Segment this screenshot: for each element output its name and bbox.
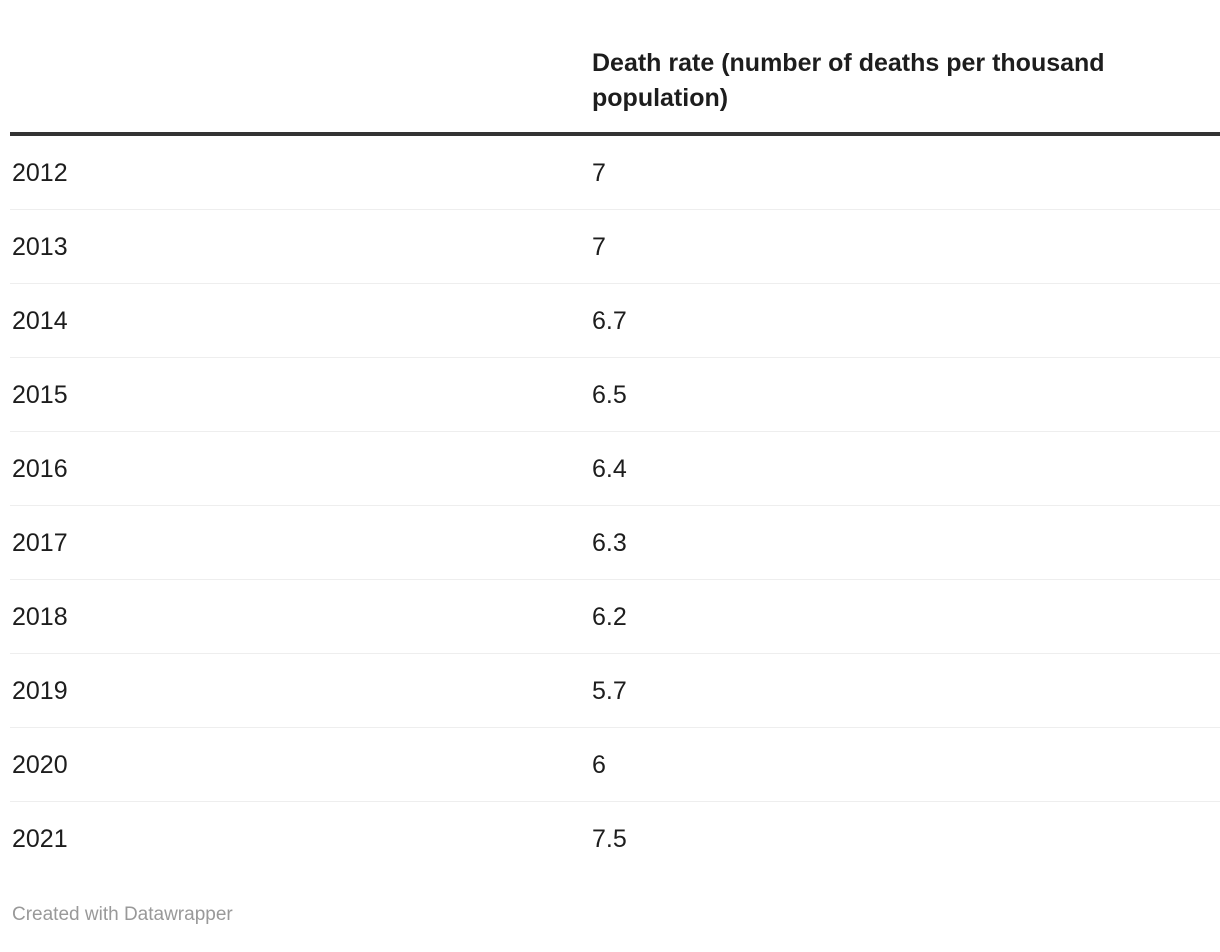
- value-cell: 7: [590, 209, 1220, 284]
- datawrapper-credit-link[interactable]: Created with Datawrapper: [12, 904, 233, 925]
- year-cell: 2017: [10, 505, 590, 580]
- table-row: 2012 7: [10, 134, 1220, 210]
- table-row: 2014 6.7: [10, 283, 1220, 358]
- header-year-column: [10, 10, 590, 136]
- table-row: 2018 6.2: [10, 579, 1220, 654]
- value-cell: 6.4: [590, 431, 1220, 506]
- table-row: 2017 6.3: [10, 505, 1220, 580]
- death-rate-table: Death rate (number of deaths per thousan…: [10, 10, 1220, 875]
- table-row: 2013 7: [10, 209, 1220, 284]
- value-cell: 7: [590, 134, 1220, 210]
- year-cell: 2015: [10, 357, 590, 432]
- table-body: 2012 7 2013 7 2014 6.7 2015 6.5 2016 6.4…: [10, 134, 1220, 875]
- table-row: 2016 6.4: [10, 431, 1220, 506]
- value-cell: 6.2: [590, 579, 1220, 654]
- value-cell: 6: [590, 727, 1220, 802]
- value-cell: 6.5: [590, 357, 1220, 432]
- header-row: Death rate (number of deaths per thousan…: [10, 10, 1220, 136]
- year-cell: 2016: [10, 431, 590, 506]
- year-cell: 2012: [10, 134, 590, 210]
- value-cell: 6.3: [590, 505, 1220, 580]
- year-cell: 2014: [10, 283, 590, 358]
- table-row: 2021 7.5: [10, 802, 1220, 876]
- table-row: 2020 6: [10, 727, 1220, 802]
- value-cell: 7.5: [592, 825, 627, 853]
- table-row: 2015 6.5: [10, 357, 1220, 432]
- header-death-rate-column: Death rate (number of deaths per thousan…: [590, 10, 1220, 136]
- value-cell: 5.7: [590, 653, 1220, 728]
- year-cell: 2021: [12, 825, 68, 853]
- year-cell: 2018: [10, 579, 590, 654]
- table-header: Death rate (number of deaths per thousan…: [10, 10, 1220, 136]
- year-cell: 2019: [10, 653, 590, 728]
- year-cell: 2020: [10, 727, 590, 802]
- table-row: 2019 5.7: [10, 653, 1220, 728]
- value-cell: 6.7: [590, 283, 1220, 358]
- year-cell: 2013: [10, 209, 590, 284]
